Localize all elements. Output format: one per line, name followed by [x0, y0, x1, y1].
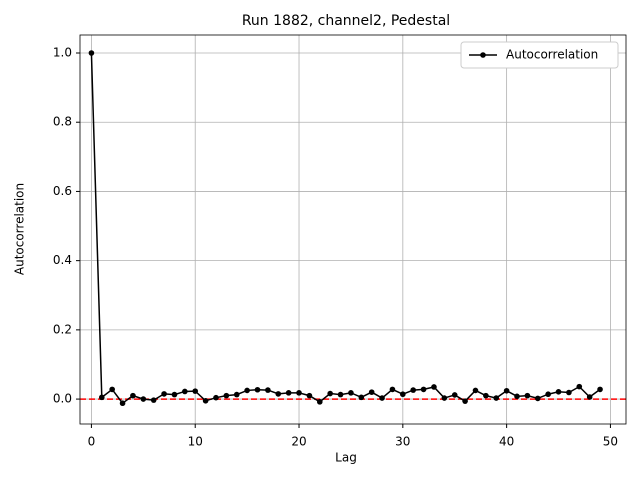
point [213, 394, 219, 401]
point [182, 388, 188, 395]
point [285, 390, 292, 396]
point [524, 392, 531, 399]
point [358, 394, 365, 401]
point [400, 391, 406, 398]
point [576, 383, 583, 390]
point [306, 392, 313, 399]
point [265, 387, 271, 393]
point [420, 386, 427, 393]
point [368, 389, 375, 395]
legend-box [460, 41, 619, 69]
point [597, 386, 603, 393]
point [410, 387, 417, 393]
point [545, 391, 551, 398]
point [483, 392, 489, 399]
point [98, 394, 105, 401]
point [379, 395, 385, 401]
point [109, 386, 115, 393]
x-tick-label: 20 [291, 435, 306, 449]
point [566, 389, 572, 396]
point [130, 392, 136, 399]
x-tick-label: 50 [603, 435, 618, 449]
x-tick-label: 30 [395, 435, 410, 449]
point [472, 387, 479, 394]
point [503, 387, 510, 394]
legend-label: Autocorrelation [506, 48, 598, 62]
point [493, 395, 500, 401]
point [161, 391, 167, 397]
point [296, 390, 302, 396]
point [150, 397, 157, 403]
chart-title: Run 1882, channel2, Pedestal [242, 13, 450, 29]
point [431, 384, 437, 390]
y-tick-label: 0.8 [53, 115, 72, 129]
point [451, 392, 458, 398]
axes-frame [79, 34, 627, 425]
x-tick-label: 0 [88, 435, 96, 449]
point [140, 396, 147, 402]
point [555, 389, 562, 395]
point [327, 390, 333, 397]
y-tick-label: 0.6 [53, 184, 72, 198]
point [275, 391, 282, 397]
point [192, 388, 199, 394]
y-tick-label: 0.0 [53, 392, 72, 406]
y-tick-label: 1.0 [53, 45, 72, 59]
legend-marker [480, 52, 486, 58]
point [223, 392, 230, 399]
point [316, 399, 323, 405]
point [119, 400, 126, 407]
y-tick-label: 0.2 [53, 322, 72, 336]
x-tick-label: 40 [499, 435, 514, 449]
y-axis-label: Autocorrelation [13, 183, 27, 275]
point [244, 387, 250, 394]
point [462, 398, 468, 404]
point [337, 391, 344, 398]
point [514, 393, 520, 400]
x-tick-label: 10 [188, 435, 203, 449]
x-axis-label: Lag [335, 451, 357, 465]
point [389, 386, 396, 393]
point [171, 391, 178, 398]
point [202, 398, 209, 404]
point [534, 395, 541, 402]
point [233, 391, 240, 398]
point [348, 390, 354, 396]
point [586, 394, 593, 400]
point [441, 395, 448, 401]
y-tick-label: 0.4 [53, 253, 72, 267]
point [254, 386, 261, 393]
point [88, 50, 95, 56]
